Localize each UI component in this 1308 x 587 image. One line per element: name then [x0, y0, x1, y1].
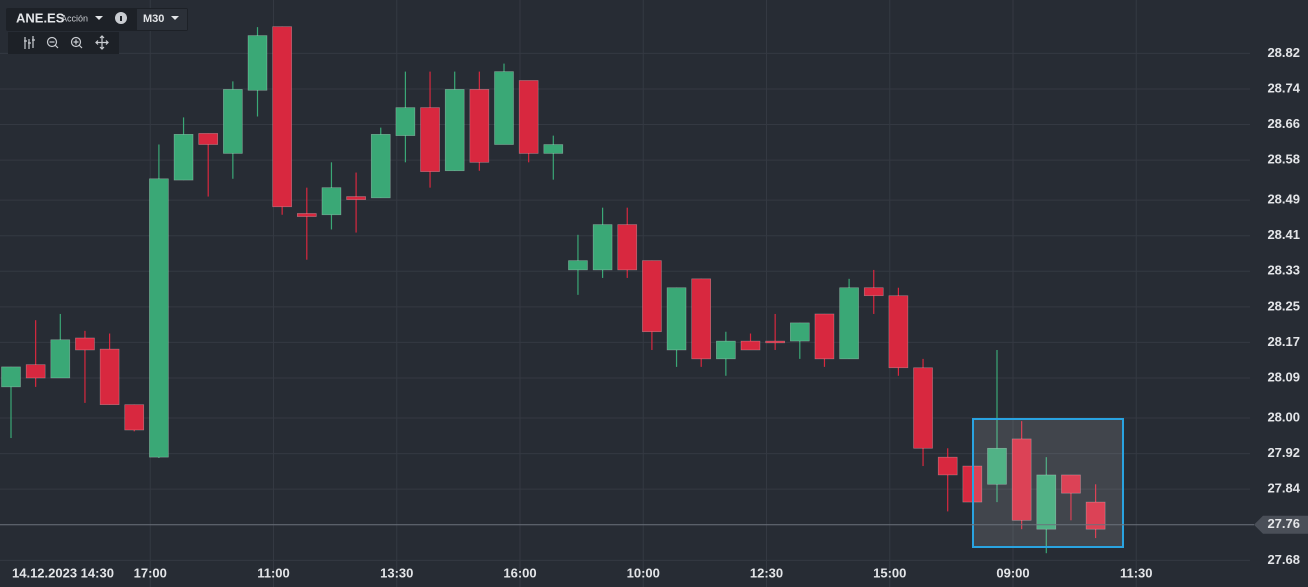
candle-body	[568, 260, 588, 271]
timeframe[interactable]: M30	[143, 13, 164, 25]
zoom-in-icon[interactable]	[70, 36, 82, 48]
tools-bg	[8, 32, 119, 54]
candle-body	[99, 348, 120, 405]
y-tick-label: 28.17	[1267, 334, 1300, 349]
x-tick-label: 14.12.2023 14:30	[12, 565, 114, 580]
candle-body	[346, 196, 366, 200]
y-tick-label: 28.09	[1267, 369, 1300, 384]
y-tick-label: 28.58	[1267, 152, 1300, 167]
y-tick-label: 27.92	[1267, 445, 1300, 460]
x-tick-label: 09:00	[996, 565, 1029, 580]
candle-body	[814, 313, 835, 360]
x-tick-label: 17:00	[134, 565, 167, 580]
candle-body	[395, 107, 416, 136]
selection-box[interactable]	[972, 418, 1124, 548]
last-price-tag	[1254, 515, 1308, 534]
y-tick-label: 28.33	[1267, 263, 1300, 278]
chart-type-icon[interactable]	[24, 36, 35, 49]
y-tick-label: 28.82	[1267, 45, 1300, 60]
candle-body	[173, 133, 194, 181]
x-tick-label: 11:00	[257, 565, 290, 580]
candle-body	[1061, 474, 1081, 494]
timeframe-bg	[137, 9, 187, 30]
x-tick-label: 12:30	[750, 565, 783, 580]
candle-body	[370, 133, 391, 199]
candle-body	[198, 133, 218, 145]
x-tick-label: 15:00	[873, 565, 906, 580]
zoom-out-glyph	[49, 41, 59, 49]
candle-body	[75, 337, 95, 351]
candle-body	[765, 340, 785, 344]
y-tick-label: 27.84	[1267, 481, 1300, 496]
candle-body	[149, 178, 169, 458]
candle-body	[888, 295, 909, 369]
toolbar: ANE.ES Acción M30	[6, 8, 188, 54]
candle-body	[913, 367, 933, 449]
y-tick-label: 28.74	[1267, 80, 1300, 95]
candle-body	[321, 187, 342, 216]
last-price-label: 27.76	[1267, 516, 1300, 531]
candle-body	[25, 364, 46, 379]
y-tick-label: 27.68	[1267, 552, 1300, 567]
candle-body	[420, 107, 440, 172]
x-tick-label: 11:30	[1120, 565, 1153, 580]
candle-body	[494, 71, 514, 145]
candle-body	[839, 287, 859, 360]
candle-body	[543, 144, 564, 154]
candle-body	[272, 26, 292, 208]
zoom-in-glyph	[73, 39, 83, 49]
y-tick-label: 28.00	[1267, 409, 1300, 424]
candle-body	[789, 322, 810, 342]
candle-body	[124, 404, 145, 431]
asset-type: Acción	[61, 13, 88, 23]
info-glyph	[120, 16, 122, 21]
candle-body	[987, 447, 1007, 485]
candles	[1, 26, 1106, 554]
x-tick-label: 10:00	[627, 565, 660, 580]
x-tick-label: 16:00	[503, 565, 536, 580]
candle-body	[1085, 501, 1106, 530]
candle-body	[716, 340, 736, 360]
y-tick-label: 28.25	[1267, 298, 1300, 313]
pan-icon[interactable]	[95, 35, 109, 50]
candle-body	[642, 260, 662, 333]
candle-body	[592, 224, 613, 271]
candle-body	[469, 89, 490, 163]
x-tick-label: 13:30	[380, 565, 413, 580]
candle-body	[1011, 438, 1032, 521]
candle-body	[296, 213, 317, 217]
symbol-dropdown[interactable]	[95, 16, 103, 20]
candle-body	[50, 339, 71, 379]
candle-body	[1036, 474, 1057, 530]
timeframe-dropdown[interactable]	[171, 16, 179, 20]
candle-body	[223, 89, 243, 154]
y-tick-label: 28.41	[1267, 227, 1300, 242]
zoom-out-icon[interactable]	[46, 36, 58, 48]
candle-body	[691, 278, 712, 360]
y-tick-label: 28.49	[1267, 192, 1300, 207]
candle-body	[617, 224, 638, 271]
candle-body	[937, 456, 958, 476]
y-tick-label: 28.66	[1267, 116, 1300, 131]
candle-body	[863, 287, 884, 297]
candle-body	[740, 340, 761, 351]
candle-body	[444, 89, 465, 172]
candle-body	[1, 366, 21, 388]
symbol[interactable]: ANE.ES	[16, 10, 65, 25]
candle-body	[666, 287, 687, 351]
candle-body	[247, 35, 268, 91]
candle-body	[518, 80, 539, 154]
